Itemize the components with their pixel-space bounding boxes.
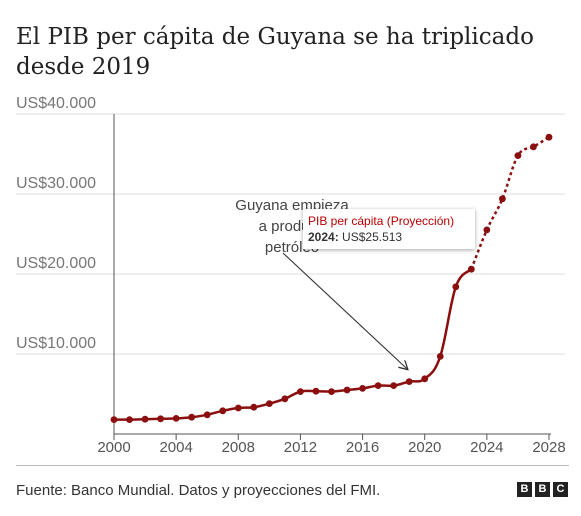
data-point[interactable]: [452, 283, 460, 291]
tooltip-title: PIB per cápita (Proyección): [308, 214, 455, 228]
data-point[interactable]: [172, 415, 180, 422]
data-point[interactable]: [110, 416, 118, 423]
x-tick-label: 2028: [532, 439, 565, 456]
x-tick-label: 2000: [97, 439, 130, 456]
data-point[interactable]: [390, 382, 398, 389]
data-point[interactable]: [297, 388, 304, 395]
data-point[interactable]: [203, 411, 211, 419]
y-tick-label: US$20.000: [16, 255, 96, 272]
logo-letter: B: [535, 482, 550, 497]
data-point[interactable]: [483, 226, 491, 234]
data-point[interactable]: [374, 382, 382, 389]
data-point[interactable]: [281, 395, 289, 403]
x-tick-label: 2020: [408, 439, 441, 456]
x-tick-label: 2024: [470, 439, 503, 456]
data-point[interactable]: [530, 143, 537, 151]
tooltip: PIB per cápita (Proyección) 2024: US$25.…: [303, 209, 475, 249]
x-tick-label: 2012: [284, 439, 317, 456]
tooltip-year: 2024:: [308, 230, 339, 244]
y-tick-label: US$40.000: [16, 95, 96, 112]
source-note: Fuente: Banco Mundial. Datos y proyeccio…: [16, 482, 381, 499]
data-point[interactable]: [405, 378, 413, 385]
footer-divider: [16, 465, 569, 466]
data-point[interactable]: [157, 415, 165, 423]
data-point[interactable]: [498, 195, 506, 203]
data-point[interactable]: [188, 413, 196, 421]
data-point[interactable]: [436, 353, 444, 360]
logo-letter: C: [553, 482, 568, 497]
data-point[interactable]: [141, 415, 149, 423]
y-tick-label: US$10.000: [16, 335, 96, 352]
tooltip-value: US$25.513: [342, 230, 403, 244]
data-point[interactable]: [514, 152, 522, 160]
series-line-projection: [470, 136, 550, 270]
data-point[interactable]: [545, 133, 553, 141]
data-point[interactable]: [343, 386, 351, 394]
x-tick-label: 2004: [159, 439, 192, 456]
data-point[interactable]: [421, 375, 429, 383]
logo-letter: B: [517, 482, 532, 497]
chart-title: El PIB per cápita de Guyana se ha tripli…: [16, 24, 534, 80]
data-point[interactable]: [234, 404, 242, 412]
data-point[interactable]: [312, 387, 320, 395]
bbc-logo: B B C: [517, 482, 568, 497]
data-point[interactable]: [359, 385, 366, 392]
annotation-arrow: [282, 252, 407, 369]
data-point[interactable]: [250, 403, 258, 411]
x-tick-label: 2016: [346, 439, 379, 456]
data-point[interactable]: [328, 388, 335, 395]
x-tick-label: 2008: [222, 439, 255, 456]
data-point[interactable]: [219, 407, 227, 415]
series-line-actual: [113, 268, 473, 421]
data-point[interactable]: [467, 265, 475, 273]
data-point[interactable]: [126, 416, 133, 423]
y-tick-label: US$30.000: [16, 175, 96, 192]
data-point[interactable]: [265, 400, 273, 407]
